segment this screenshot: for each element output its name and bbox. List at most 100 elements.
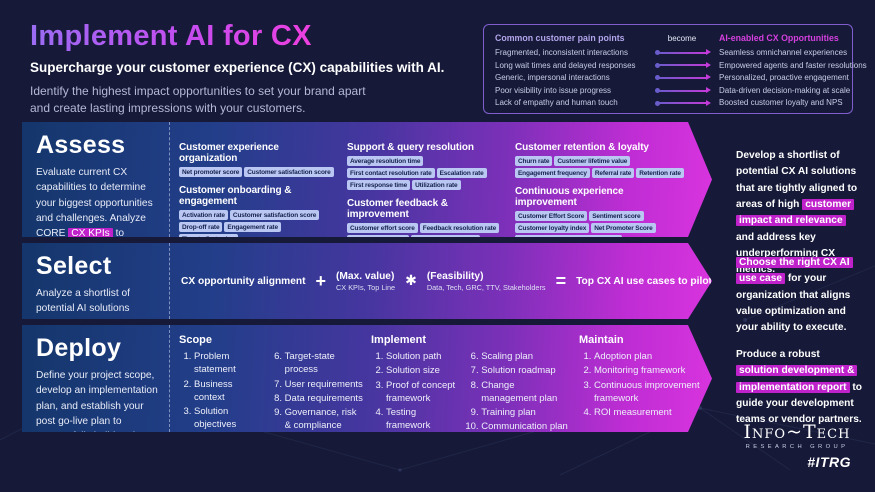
plan-item: Communication plan	[481, 420, 571, 433]
plan-item: Monitoring framework	[594, 364, 729, 377]
plan-item: Scaling plan	[481, 350, 571, 363]
become-label: become	[667, 33, 697, 43]
become-arrow-icon	[655, 61, 711, 68]
deploy-section-implement: Implement Solution path Solution size Pr…	[371, 334, 571, 432]
kpi-badge: Feedback resolution rate	[420, 223, 499, 233]
info-tech-logo: Info~Tech RESEARCH GROUP #ITRG	[733, 421, 861, 471]
plan-item: User requirements	[285, 378, 363, 391]
pain-point: Fragmented, inconsistent interactions	[495, 48, 628, 57]
become-arrow-icon	[655, 49, 711, 56]
kpi-badge: Churn rate	[515, 156, 552, 166]
plan-item: Solution path	[386, 350, 462, 363]
plan-item: Business context	[194, 378, 266, 405]
plan-item: Governance, risk & compliance	[285, 406, 363, 433]
page-description: Identify the highest impact opportunitie…	[30, 84, 366, 116]
deploy-section-title: Implement	[371, 334, 427, 346]
plan-item: Proof of concept framework	[386, 379, 462, 406]
assess-column-1: Customer experience organization Net pro…	[170, 122, 338, 237]
equals-icon: =	[555, 270, 567, 291]
opportunities-header: AI-enabled CX Opportunities	[719, 33, 839, 43]
plan-item: Solution roadmap	[481, 364, 571, 377]
scope-list-2: Target-state process User requirements D…	[270, 350, 363, 475]
kpi-badge: Escalation rate	[437, 168, 487, 178]
kpi-group: Customer retention & loyalty Churn rate …	[515, 142, 686, 178]
kpi-badge: Customer Effort Score	[515, 211, 587, 221]
select-formula: CX opportunity alignment + (Max. value) …	[170, 243, 712, 319]
kpi-badge: First contact resolution rate	[347, 168, 435, 178]
pain-points-panel: Common customer pain points become AI-en…	[483, 24, 867, 114]
deploy-columns: Scope Problem statement Business context…	[170, 325, 729, 432]
kpi-group-title: Support & query resolution	[347, 142, 474, 153]
assess-annotation: Develop a shortlist of potential CX AI s…	[736, 150, 858, 276]
plus-icon: +	[315, 270, 327, 291]
deploy-intro: Deploy Define your project scope, develo…	[36, 325, 170, 432]
kpi-badge: Referral rate	[592, 168, 634, 178]
page-subtitle: Supercharge your customer experience (CX…	[30, 60, 445, 75]
kpi-badge: Retention rate	[636, 168, 684, 178]
kpi-badge: Engagement rate	[224, 222, 281, 232]
plan-item: Adoption plan	[594, 350, 729, 363]
opportunity: Personalized, proactive engagement	[719, 73, 849, 83]
kpi-badge: Customer satisfaction score	[230, 210, 319, 220]
formula-term-feasibility-sub: Data, Tech, GRC, TTV, Stakeholders	[426, 282, 546, 292]
kpi-badge: Customer effort score	[347, 223, 418, 233]
kpi-badge: Average resolution time	[347, 156, 423, 166]
opportunity: Empowered agents and faster resolutions	[719, 60, 867, 70]
deploy-band: Deploy Define your project scope, develo…	[22, 325, 712, 432]
deploy-annotation: Produce a robust solution development & …	[736, 349, 862, 426]
assess-column-3: Customer retention & loyalty Churn rate …	[506, 122, 686, 237]
page-title: Implement AI for CX	[30, 20, 312, 52]
deploy-section-maintain: Maintain Adoption plan Monitoring framew…	[579, 334, 729, 432]
plan-item: Training plan	[481, 406, 571, 419]
deploy-section-scope: Scope Problem statement Business context…	[179, 334, 363, 432]
kpi-group-title: Continuous experience improvement	[515, 186, 624, 208]
assess-intro: Assess Evaluate current CX capabilities …	[36, 122, 170, 237]
kpi-group-title: Customer feedback & improvement	[347, 198, 448, 220]
kpi-group-title: Customer experience organization	[179, 142, 279, 164]
pain-points-header: Common customer pain points	[495, 33, 625, 43]
select-title: Select	[36, 252, 112, 280]
pain-point: Long wait times and delayed responses	[495, 60, 636, 70]
assess-band: Assess Evaluate current CX capabilities …	[22, 122, 712, 237]
pain-point: Generic, impersonal interactions	[495, 73, 610, 83]
opportunity: Seamless omnichannel experiences	[719, 48, 848, 57]
deploy-annotation-highlight: solution development & implementation re…	[736, 365, 858, 393]
become-arrow-icon	[655, 87, 711, 94]
kpi-group: Continuous experience improvement Custom…	[515, 186, 686, 245]
assess-desc-highlight: CX KPIs	[68, 228, 113, 239]
pain-point: Lack of empathy and human touch	[495, 98, 618, 108]
formula-term-value-sub: CX KPIs, Top Line	[336, 282, 396, 292]
become-arrow-icon	[655, 99, 711, 106]
implement-list-2: Scaling plan Solution roadmap Change man…	[466, 350, 571, 448]
plan-item: Solution objectives	[194, 405, 266, 432]
logo-subtitle: RESEARCH GROUP	[745, 444, 849, 450]
plan-item: Continuous improvement framework	[594, 379, 729, 406]
maintain-list: Adoption plan Monitoring framework Conti…	[579, 350, 729, 420]
kpi-badge: First response time	[347, 180, 410, 190]
pain-point: Poor visibility into issue progress	[495, 85, 612, 95]
assess-title: Assess	[36, 131, 126, 159]
itrg-logo: #ITRG	[807, 454, 851, 470]
become-arrow-icon	[655, 74, 711, 81]
plan-item: Solution size	[386, 364, 462, 377]
plan-item: Problem statement	[194, 350, 266, 377]
kpi-badge: Customer satisfaction score	[244, 167, 333, 177]
kpi-badge: Customer loyalty index	[515, 223, 589, 233]
kpi-badge: Net promoter score	[179, 167, 242, 177]
plan-item: Data requirements	[285, 392, 363, 405]
formula-result: Top CX AI use cases to pilot	[576, 275, 712, 287]
formula-term-alignment: CX opportunity alignment	[181, 275, 306, 287]
select-annotation: Choose the right CX AI use case for your…	[736, 255, 864, 337]
assess-column-2: Support & query resolution Average resol…	[338, 122, 506, 237]
deploy-section-title: Maintain	[579, 334, 624, 346]
plan-item: Testing framework	[386, 406, 462, 433]
kpi-badge: Drop-off rate	[179, 222, 222, 232]
select-band: Select Analyze a shortlist of potential …	[22, 243, 712, 319]
kpi-badge: Customer lifetime value	[554, 156, 630, 166]
kpi-badge: Sentiment score	[589, 211, 643, 221]
logo-wordmark: Info~Tech	[743, 421, 851, 443]
deploy-section-title: Scope	[179, 334, 213, 346]
kpi-group-title: Customer retention & loyalty	[515, 142, 649, 153]
opportunity: Boosted customer loyalty and NPS	[719, 98, 843, 108]
kpi-group-title: Customer onboarding & engagement	[179, 185, 292, 207]
